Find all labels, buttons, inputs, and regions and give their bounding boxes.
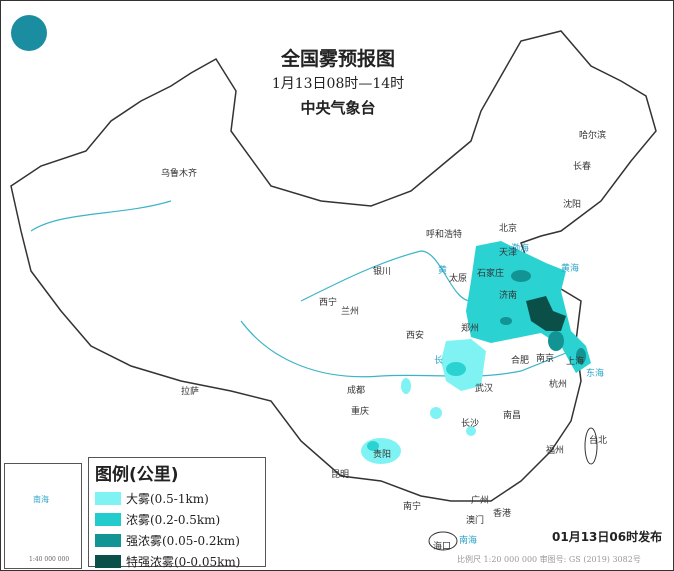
legend-item: 大雾(0.5-1km) bbox=[95, 488, 259, 509]
city-label: 天津 bbox=[499, 248, 518, 258]
sea-label: 东海 bbox=[586, 369, 605, 379]
fog-area-extreme bbox=[526, 296, 566, 331]
china-outline bbox=[10, 30, 657, 502]
city-label: 济南 bbox=[499, 291, 518, 301]
agency-name: 中央气象台 bbox=[300, 99, 376, 117]
inset-scale: 1:40 000 000 bbox=[29, 556, 70, 563]
city-label: 香港 bbox=[493, 509, 512, 519]
yangtze-river bbox=[240, 320, 572, 378]
city-label: 哈尔滨 bbox=[579, 131, 607, 141]
city-label: 长沙 bbox=[461, 419, 480, 429]
city-label: 拉萨 bbox=[181, 387, 200, 397]
fog-area-strong bbox=[511, 270, 531, 282]
city-label: 沈阳 bbox=[563, 200, 582, 210]
city-label: 长春 bbox=[573, 162, 592, 172]
fog-area-strong bbox=[576, 348, 586, 364]
fog-area-light bbox=[466, 426, 476, 436]
city-label: 银川 bbox=[373, 267, 392, 277]
inset-sea-label: 南海 bbox=[33, 495, 49, 504]
legend: 图例(公里) 大雾(0.5-1km) 浓雾(0.2-0.5km) 强浓雾(0.0… bbox=[88, 457, 266, 569]
fog-area-heavy bbox=[367, 441, 379, 451]
map-title: 全国雾预报图 bbox=[280, 48, 395, 70]
sea-label: 渤海 bbox=[511, 244, 530, 254]
city-label: 武汉 bbox=[475, 384, 494, 394]
city-label: 太原 bbox=[449, 274, 468, 284]
issued-time: 01月13日06时发布 bbox=[552, 530, 663, 544]
fog-area-light bbox=[401, 378, 411, 394]
north-river bbox=[30, 200, 172, 232]
city-label: 海口 bbox=[433, 542, 452, 552]
city-label: 上海 bbox=[566, 357, 585, 367]
yellow-river bbox=[300, 250, 522, 302]
legend-item: 特强浓雾(0-0.05km) bbox=[95, 551, 259, 570]
city-label: 石家庄 bbox=[477, 269, 505, 279]
city-label: 北京 bbox=[499, 224, 518, 234]
city-label: 呼和浩特 bbox=[426, 230, 463, 240]
city-label: 南京 bbox=[536, 354, 555, 364]
city-label: 重庆 bbox=[351, 407, 370, 417]
city-label: 合肥 bbox=[511, 356, 530, 366]
legend-title: 图例(公里) bbox=[95, 465, 179, 485]
cma-logo bbox=[11, 15, 47, 51]
city-label: 兰州 bbox=[341, 307, 360, 317]
hainan-island bbox=[428, 531, 458, 551]
fog-area-light bbox=[430, 407, 442, 419]
scale-note: 比例尺 1:20 000 000 审图号: GS (2019) 3082号 bbox=[457, 555, 641, 564]
legend-swatch bbox=[95, 534, 121, 547]
time-range: 1月13日08时—14时 bbox=[271, 76, 405, 92]
city-label: 台北 bbox=[589, 436, 608, 446]
legend-label: 浓雾(0.2-0.5km) bbox=[126, 513, 221, 527]
city-label: 福州 bbox=[546, 446, 565, 456]
sea-label: 南海 bbox=[459, 536, 478, 546]
river-label: 长 bbox=[434, 356, 444, 366]
river-label: 黄 bbox=[438, 266, 448, 276]
legend-item: 强浓雾(0.05-0.2km) bbox=[95, 530, 259, 551]
fog-area-strong bbox=[500, 317, 512, 325]
city-label: 成都 bbox=[347, 386, 366, 396]
south-china-sea-inset: 南海 1:40 000 000 bbox=[4, 463, 82, 569]
city-label: 郑州 bbox=[461, 324, 480, 334]
legend-label: 特强浓雾(0-0.05km) bbox=[126, 555, 241, 569]
city-label: 南宁 bbox=[403, 502, 422, 512]
fog-areas bbox=[361, 241, 591, 464]
legend-item: 浓雾(0.2-0.5km) bbox=[95, 509, 259, 530]
legend-label: 强浓雾(0.05-0.2km) bbox=[126, 534, 240, 548]
city-label: 杭州 bbox=[549, 380, 568, 390]
city-label: 昆明 bbox=[331, 470, 350, 480]
fog-area-heavy bbox=[446, 362, 466, 376]
city-label: 贵阳 bbox=[373, 450, 392, 460]
city-label: 乌鲁木齐 bbox=[161, 169, 198, 179]
city-label: 广州 bbox=[471, 496, 490, 506]
legend-swatch bbox=[95, 555, 121, 568]
city-label: 南昌 bbox=[503, 411, 522, 421]
fog-area-strong bbox=[548, 331, 564, 351]
taiwan-island bbox=[584, 427, 598, 465]
legend-swatch bbox=[95, 513, 121, 526]
sea-label: 黄海 bbox=[561, 264, 580, 274]
city-label: 西宁 bbox=[319, 298, 338, 308]
legend-swatch bbox=[95, 492, 121, 505]
city-label: 澳门 bbox=[466, 516, 485, 526]
legend-label: 大雾(0.5-1km) bbox=[126, 492, 209, 506]
city-label: 西安 bbox=[406, 331, 425, 341]
